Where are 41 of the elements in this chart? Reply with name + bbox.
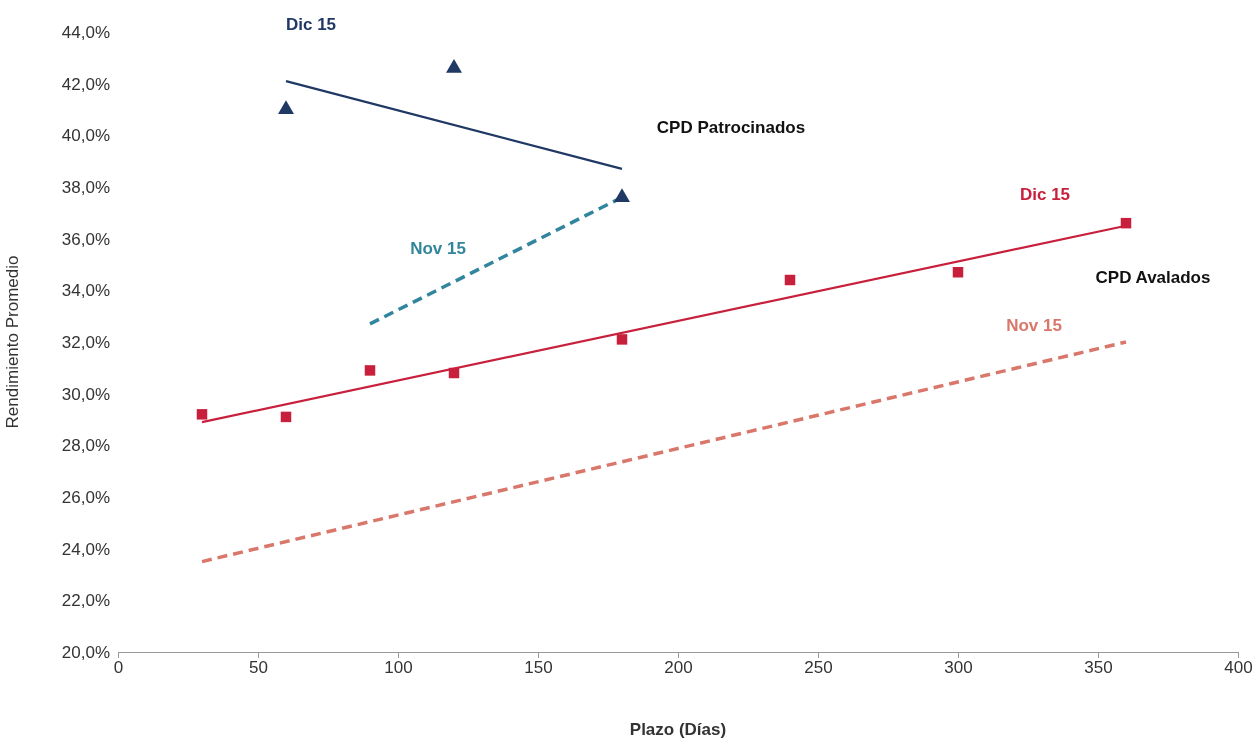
point: [278, 100, 294, 115]
y-tick-label: 44,0%: [61, 22, 110, 42]
point: [784, 274, 796, 286]
point: [280, 411, 292, 423]
y-tick-label: 38,0%: [61, 177, 110, 197]
text: Dic 15: [285, 15, 337, 35]
series-label: Nov 15: [410, 238, 466, 258]
x-tick-label: 400: [1224, 658, 1253, 678]
y-tick-label: 26,0%: [61, 487, 110, 507]
x-tick-label: 50: [249, 658, 268, 678]
point: [364, 365, 376, 376]
point: [446, 58, 462, 73]
point: [448, 367, 460, 379]
y-tick-label: 22,0%: [61, 591, 110, 611]
y-tick-label: 32,0%: [61, 332, 110, 352]
series-label: Dic 15: [1019, 184, 1071, 204]
y-axis-title: Rendimiento Promedio: [3, 255, 22, 429]
y-tick-label: 28,0%: [61, 436, 110, 456]
x-tick-label: 200: [664, 658, 693, 678]
y-tick-label: 24,0%: [61, 539, 110, 559]
y-tick-label: 30,0%: [61, 384, 110, 404]
y-tick-label: 20,0%: [61, 642, 110, 662]
annotation: CPD Patrocinados: [656, 117, 806, 137]
x-tick-label: 350: [1084, 658, 1113, 678]
point: [616, 334, 628, 345]
series-label: Nov 15: [1006, 315, 1062, 335]
y-tick-label: 40,0%: [61, 126, 110, 146]
x-axis-title: Plazo (Días): [629, 720, 727, 739]
point: [1120, 217, 1132, 229]
x-tick-label: 100: [384, 658, 413, 678]
point: [952, 267, 964, 278]
y-tick-label: 42,0%: [61, 74, 110, 94]
x-tick-label: 150: [524, 658, 553, 678]
y-tick-label: 36,0%: [61, 229, 110, 249]
y-tick-label: 34,0%: [61, 281, 110, 301]
annotation: CPD Avalados: [1095, 267, 1211, 287]
point: [196, 409, 208, 420]
x-tick-label: 300: [944, 658, 973, 678]
x-tick-label: 0: [113, 658, 124, 678]
point: [614, 188, 630, 202]
x-tick-label: 250: [804, 658, 833, 678]
